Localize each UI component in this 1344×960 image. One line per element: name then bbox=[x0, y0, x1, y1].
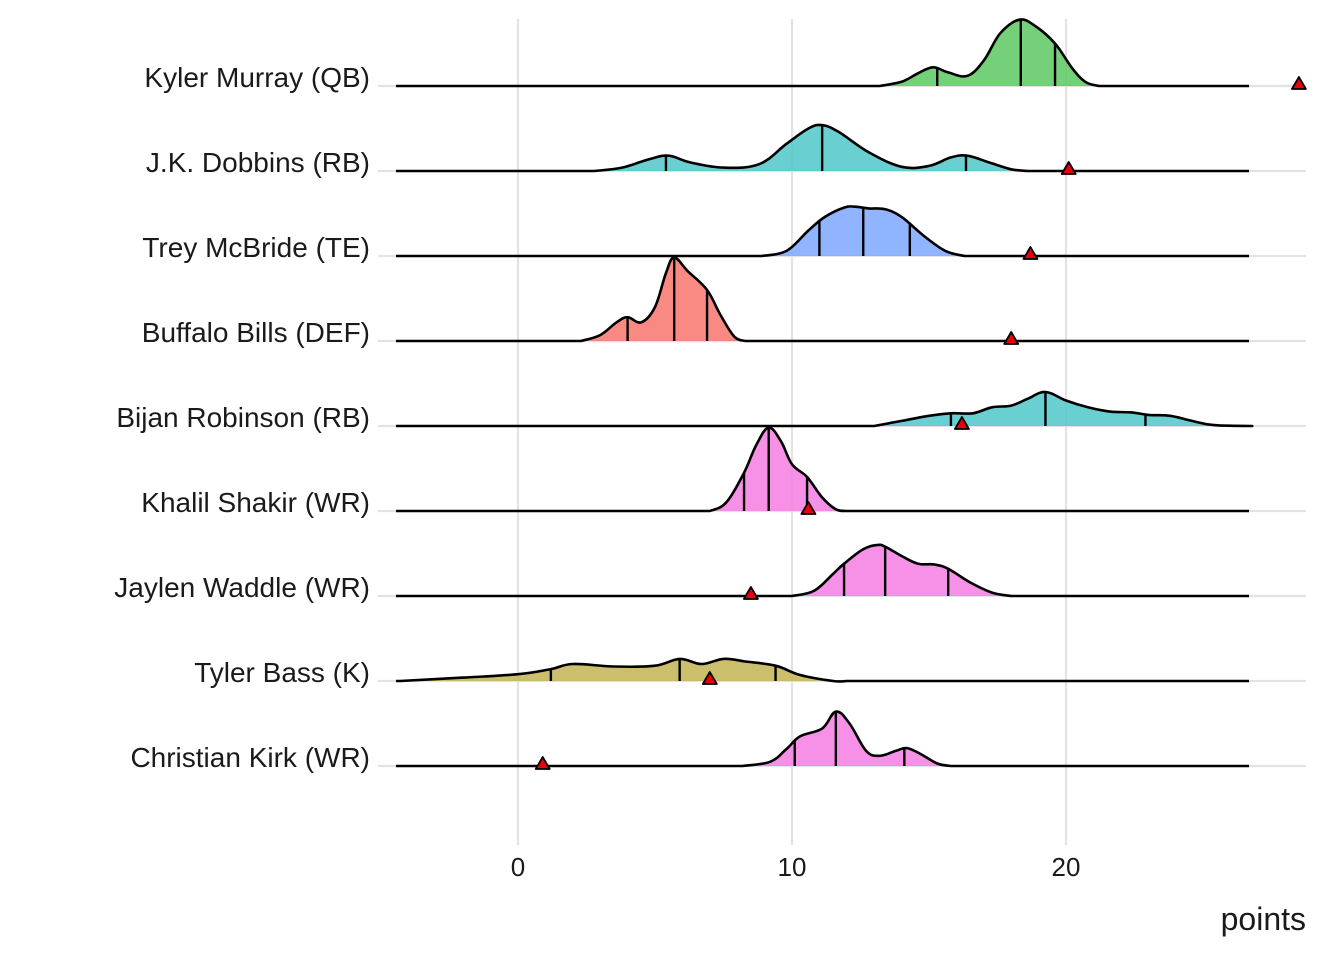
density-area bbox=[594, 124, 1028, 171]
y-label: Jaylen Waddle (WR) bbox=[114, 572, 370, 603]
x-tick-label: 10 bbox=[778, 852, 807, 882]
density-outline bbox=[396, 123, 1249, 173]
ridge-4 bbox=[396, 390, 1254, 430]
actual-points-marker bbox=[1060, 161, 1077, 175]
y-label: Trey McBride (TE) bbox=[142, 232, 370, 263]
ridges bbox=[396, 18, 1307, 770]
density-outline bbox=[396, 710, 1249, 768]
x-tick-label: 0 bbox=[511, 852, 525, 882]
y-label: Bijan Robinson (RB) bbox=[116, 402, 370, 433]
actual-points-marker bbox=[1022, 246, 1039, 260]
ridge-2 bbox=[396, 205, 1249, 260]
density-outline bbox=[396, 205, 1249, 258]
actual-points-marker bbox=[800, 501, 817, 515]
density-area bbox=[792, 544, 1012, 596]
y-label: Tyler Bass (K) bbox=[194, 657, 370, 688]
actual-points-marker bbox=[954, 416, 970, 430]
density-outline bbox=[396, 18, 1249, 88]
density-outline bbox=[396, 543, 1249, 598]
ridge-3 bbox=[396, 256, 1249, 345]
actual-points-marker bbox=[534, 756, 551, 770]
y-axis-labels: Kyler Murray (QB) J.K. Dobbins (RB) Trey M… bbox=[114, 62, 370, 773]
y-label: Khalil Shakir (WR) bbox=[141, 487, 370, 518]
density-outline bbox=[396, 256, 1249, 343]
density-area bbox=[874, 391, 1253, 426]
actual-points-marker bbox=[1291, 76, 1307, 90]
ridge-8 bbox=[396, 710, 1249, 770]
ridge-6 bbox=[396, 543, 1249, 600]
actual-points-marker bbox=[743, 586, 759, 600]
density-outline bbox=[396, 426, 1249, 513]
x-axis-title: points bbox=[1221, 901, 1306, 937]
y-label: Kyler Murray (QB) bbox=[144, 62, 370, 93]
ridge-1 bbox=[396, 123, 1249, 175]
density-outline bbox=[396, 390, 1254, 428]
x-tick-label: 20 bbox=[1052, 852, 1081, 882]
density-outline bbox=[396, 657, 1249, 683]
y-label: J.K. Dobbins (RB) bbox=[146, 147, 370, 178]
y-label: Christian Kirk (WR) bbox=[130, 742, 370, 773]
x-axis-ticks: 0 10 20 bbox=[511, 852, 1081, 882]
actual-points-marker bbox=[1003, 331, 1020, 345]
density-area bbox=[581, 257, 746, 341]
ridge-0 bbox=[396, 18, 1307, 90]
y-label: Buffalo Bills (DEF) bbox=[142, 317, 370, 348]
ridge-5 bbox=[396, 426, 1249, 515]
ridge-7 bbox=[396, 657, 1249, 685]
actual-points-marker bbox=[701, 671, 718, 685]
